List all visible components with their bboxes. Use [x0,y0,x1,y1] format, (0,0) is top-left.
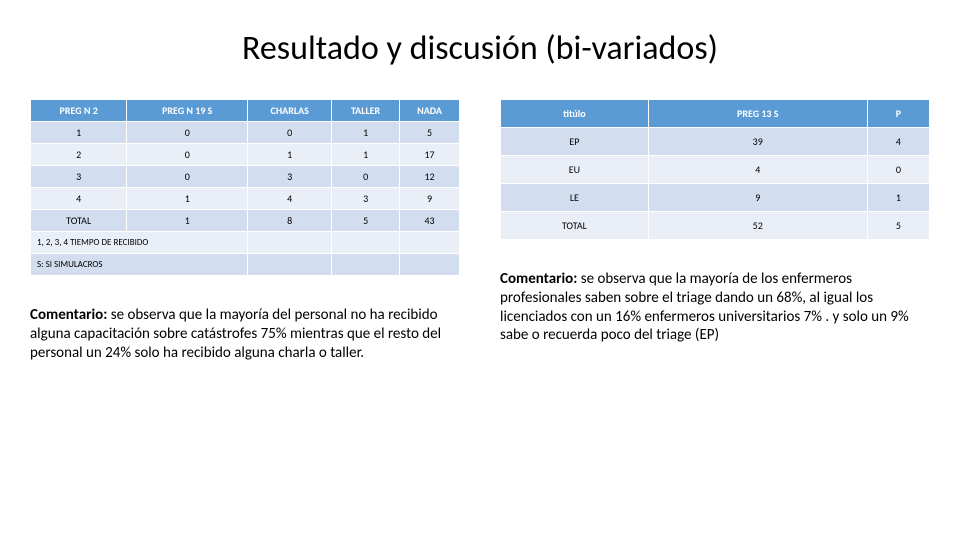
left-column: PREG N 2 PREG N 19 S CHARLAS TALLER NADA… [30,99,460,362]
content-area: PREG N 2 PREG N 19 S CHARLAS TALLER NADA… [0,99,960,362]
cell: 1 [867,184,929,212]
table-row: 3 0 3 0 12 [31,166,460,188]
cell: 2 [31,144,127,166]
cell: 9 [648,184,867,212]
cell: LE [501,184,649,212]
cell: 3 [332,188,400,210]
cell: 1 [332,144,400,166]
cell: 4 [248,188,332,210]
table-row-total: TOTAL 52 5 [501,212,930,240]
cell: 0 [867,156,929,184]
col-header: P [867,100,929,128]
footer-note: S: SI SIMULACROS [31,254,248,276]
table-header-row: PREG N 2 PREG N 19 S CHARLAS TALLER NADA [31,100,460,122]
cell: 5 [867,212,929,240]
col-header: CHARLAS [248,100,332,122]
table-row: 2 0 1 1 17 [31,144,460,166]
cell: 1 [127,188,248,210]
left-table: PREG N 2 PREG N 19 S CHARLAS TALLER NADA… [30,99,460,276]
table-row: 1 0 0 1 5 [31,122,460,144]
left-comment: Comentario: se observa que la mayoría de… [30,306,460,362]
cell: 43 [400,210,460,232]
cell: 3 [31,166,127,188]
cell: 0 [127,122,248,144]
comment-label: Comentario: [500,270,577,288]
col-header: titúlo [501,100,649,128]
table-footer-row: 1, 2, 3, 4 TIEMPO DE RECIBIDO [31,232,460,254]
cell: EP [501,128,649,156]
cell: 8 [248,210,332,232]
page-title: Resultado y discusión (bi-variados) [0,0,960,99]
cell: 4 [867,128,929,156]
table-row: 4 1 4 3 9 [31,188,460,210]
cell-empty [248,254,332,276]
table-row: LE 9 1 [501,184,930,212]
cell: 4 [31,188,127,210]
cell: 52 [648,212,867,240]
cell: 0 [248,122,332,144]
col-header: PREG N 19 S [127,100,248,122]
col-header: TALLER [332,100,400,122]
col-header: PREG N 2 [31,100,127,122]
cell-empty [400,232,460,254]
cell-empty [332,232,400,254]
table-footer-row: S: SI SIMULACROS [31,254,460,276]
cell-empty [248,232,332,254]
right-comment: Comentario: se observa que la mayoría de… [500,270,930,345]
right-table: titúlo PREG 13 S P EP 39 4 EU 4 0 LE 9 1… [500,99,930,240]
cell: 0 [127,144,248,166]
cell: 4 [648,156,867,184]
cell: 1 [248,144,332,166]
cell: 17 [400,144,460,166]
cell: 3 [248,166,332,188]
col-header: PREG 13 S [648,100,867,128]
table-row: EP 39 4 [501,128,930,156]
table-row-total: TOTAL 1 8 5 43 [31,210,460,232]
cell: 0 [332,166,400,188]
comment-label: Comentario: [30,306,107,324]
cell: 1 [127,210,248,232]
cell: 1 [31,122,127,144]
table-header-row: titúlo PREG 13 S P [501,100,930,128]
cell: 5 [332,210,400,232]
cell-empty [332,254,400,276]
footer-note: 1, 2, 3, 4 TIEMPO DE RECIBIDO [31,232,248,254]
cell-empty [400,254,460,276]
cell: 1 [332,122,400,144]
cell: EU [501,156,649,184]
right-column: titúlo PREG 13 S P EP 39 4 EU 4 0 LE 9 1… [500,99,930,362]
cell: 0 [127,166,248,188]
table-row: EU 4 0 [501,156,930,184]
cell: 5 [400,122,460,144]
cell: 12 [400,166,460,188]
col-header: NADA [400,100,460,122]
cell: 9 [400,188,460,210]
cell: TOTAL [501,212,649,240]
cell: 39 [648,128,867,156]
cell: TOTAL [31,210,127,232]
